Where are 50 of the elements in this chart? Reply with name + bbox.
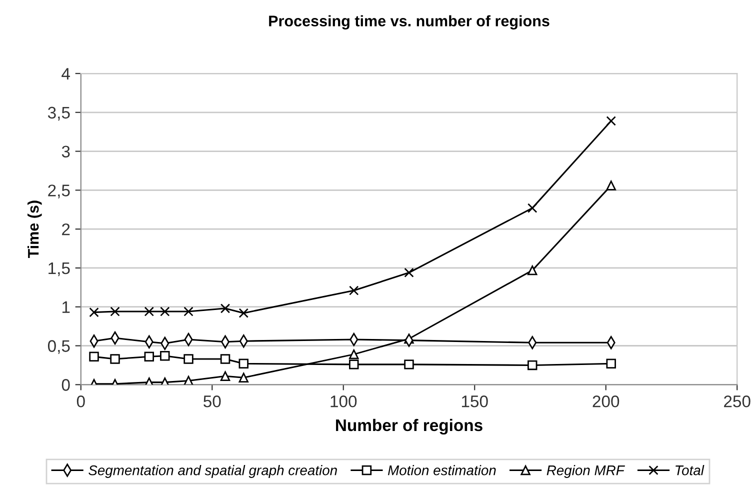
x-tick-label: 100 bbox=[330, 396, 357, 408]
legend-label: Motion estimation bbox=[388, 465, 496, 476]
point bbox=[238, 358, 248, 369]
y-tick-label: 0 bbox=[62, 379, 70, 391]
point bbox=[404, 268, 414, 278]
point bbox=[184, 376, 194, 385]
y-tick-label: 1,5 bbox=[48, 262, 70, 276]
x-tick-label: 0 bbox=[76, 396, 85, 408]
point bbox=[184, 354, 194, 364]
point bbox=[144, 306, 154, 316]
x-tick-label: 150 bbox=[462, 396, 488, 408]
y-tick-label: 4 bbox=[62, 68, 70, 80]
y-tick-label: 2 bbox=[62, 223, 70, 236]
y-tick-label: 2,5 bbox=[48, 184, 70, 198]
point bbox=[220, 304, 230, 314]
point bbox=[528, 360, 538, 370]
legend-label: Region MRF bbox=[546, 465, 625, 478]
point bbox=[606, 116, 616, 126]
point bbox=[238, 372, 248, 383]
point bbox=[89, 307, 99, 318]
legend-label: Segmentation and spatial graph creation bbox=[88, 465, 337, 478]
point bbox=[528, 203, 538, 213]
y-tick-label: 0,5 bbox=[48, 340, 70, 354]
point bbox=[160, 351, 170, 361]
point bbox=[110, 354, 120, 364]
y-tick-label: 3 bbox=[62, 146, 70, 158]
point bbox=[220, 354, 230, 364]
x-tick-label: 200 bbox=[592, 396, 620, 408]
x-tick-label: 250 bbox=[724, 396, 750, 408]
point bbox=[606, 358, 616, 369]
y-axis-title: Time (s) bbox=[28, 200, 42, 258]
point bbox=[220, 371, 230, 381]
point bbox=[349, 286, 359, 296]
y-tick-label: 1 bbox=[62, 301, 70, 313]
point bbox=[349, 360, 359, 370]
point bbox=[349, 349, 359, 360]
point bbox=[238, 308, 248, 318]
x-axis-title: Number of regions bbox=[336, 418, 482, 435]
point bbox=[110, 306, 120, 316]
y-tick-label: 3,5 bbox=[48, 106, 70, 121]
point bbox=[160, 306, 170, 316]
point bbox=[404, 360, 414, 370]
legend-label: Total bbox=[676, 465, 704, 476]
x-tick-label: 50 bbox=[204, 396, 221, 408]
point bbox=[528, 265, 538, 276]
point bbox=[144, 352, 154, 362]
point bbox=[606, 180, 616, 190]
chart-title: Processing time vs. number of regions bbox=[269, 15, 550, 30]
point bbox=[89, 352, 99, 362]
point bbox=[184, 306, 194, 316]
